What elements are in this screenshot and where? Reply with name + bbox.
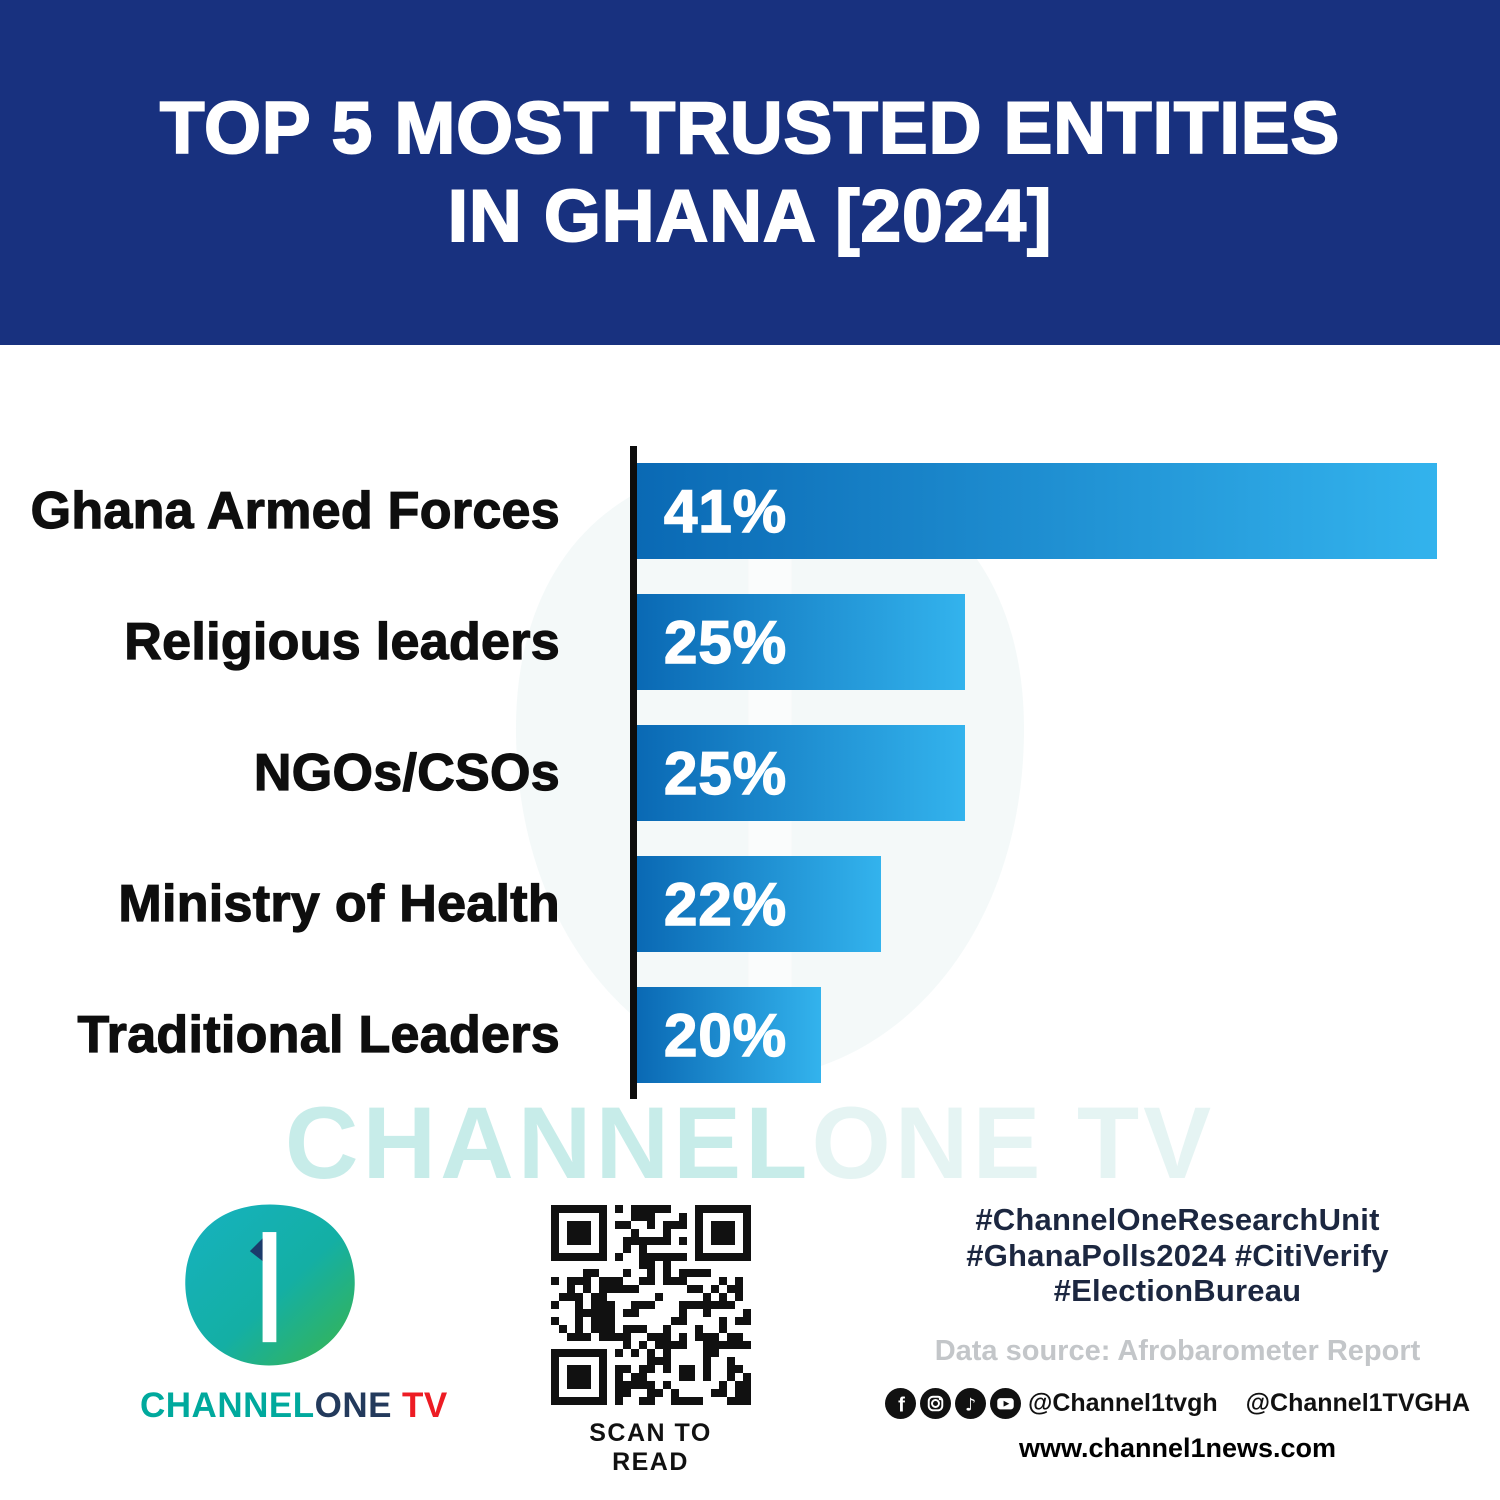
category-label: NGOs/CSOs xyxy=(253,743,560,802)
svg-text:f: f xyxy=(898,1394,905,1416)
bar-track: 41% xyxy=(637,463,1437,559)
chart-row: Ghana Armed Forces 41% xyxy=(0,463,1500,559)
value-label: 20% xyxy=(663,1001,788,1070)
qr-code-block: SCAN TO READ xyxy=(548,1205,753,1477)
qr-code xyxy=(550,1205,751,1405)
chart-row: Traditional Leaders 20% xyxy=(0,987,1500,1083)
bar-3: 22% xyxy=(637,856,881,952)
bar-1: 25% xyxy=(637,594,965,690)
bar-track: 20% xyxy=(637,987,1437,1083)
chart-row: Religious leaders 25% xyxy=(0,594,1500,690)
watermark-text-primary: CHANNEL xyxy=(284,1086,812,1200)
hashtags: #ChannelOneResearchUnit #GhanaPolls2024 … xyxy=(890,1202,1465,1309)
channel-one-logo-icon xyxy=(185,1204,355,1366)
hashtag-line-1: #ChannelOneResearchUnit xyxy=(975,1202,1380,1237)
facebook-icon: f xyxy=(884,1387,916,1419)
brand-wordmark: CHANNELONE TV xyxy=(140,1386,447,1426)
bar-track: 22% xyxy=(637,856,1437,952)
value-label: 25% xyxy=(663,739,788,808)
page-title: TOP 5 MOST TRUSTED ENTITIES IN GHANA [20… xyxy=(159,85,1341,260)
chart-axis xyxy=(630,446,637,1099)
title-line-2: IN GHANA [2024] xyxy=(447,175,1053,258)
qr-caption: SCAN TO READ xyxy=(589,1419,712,1476)
bar-4: 20% xyxy=(637,987,821,1083)
hashtag-line-2: #GhanaPolls2024 #CitiVerify xyxy=(966,1237,1389,1273)
category-label: Ghana Armed Forces xyxy=(30,481,560,540)
chart-rows: Ghana Armed Forces 41% Religious leaders 25… xyxy=(0,446,1500,1099)
social-handle-x: @Channel1TVGHA xyxy=(1245,1388,1471,1417)
category-label: Ministry of Health xyxy=(118,874,561,933)
category-label: Religious leaders xyxy=(124,612,561,671)
chart-row: Ministry of Health 22% xyxy=(0,856,1500,952)
bar-track: 25% xyxy=(637,725,1437,821)
brand-channel: CHANNEL xyxy=(140,1386,315,1425)
svg-text:♪: ♪ xyxy=(965,1395,976,1415)
header-banner: TOP 5 MOST TRUSTED ENTITIES IN GHANA [20… xyxy=(0,0,1500,345)
bar-chart: Ghana Armed Forces 41% Religious leaders 25… xyxy=(0,446,1500,1118)
footer: CHANNELONE TV SCAN TO READ #ChannelOneRes… xyxy=(0,1190,1500,1500)
data-source: Data source: Afrobarometer Report xyxy=(934,1334,1421,1367)
youtube-icon xyxy=(989,1387,1021,1419)
channel-one-logo: CHANNELONE TV xyxy=(140,1200,447,1426)
social-icon-group: f ♪ xyxy=(884,1387,1021,1419)
tiktok-icon: ♪ xyxy=(954,1387,986,1419)
value-label: 25% xyxy=(663,608,788,677)
brand-tv: TV xyxy=(401,1386,448,1425)
value-label: 22% xyxy=(663,870,788,939)
brand-one: ONE xyxy=(314,1386,392,1425)
social-row: f ♪ @Channel1tvgh X @Channel1TVGHA xyxy=(884,1387,1470,1419)
chart-row: NGOs/CSOs 25% xyxy=(0,725,1500,821)
brand-watermark: CHANNELONE TV xyxy=(0,1085,1500,1202)
watermark-text-secondary: ONE TV xyxy=(811,1086,1216,1200)
instagram-icon xyxy=(919,1387,951,1419)
website-url: www.channel1news.com xyxy=(1018,1432,1337,1463)
bar-track: 25% xyxy=(637,594,1437,690)
category-label: Traditional Leaders xyxy=(77,1005,560,1064)
value-label: 41% xyxy=(663,477,788,546)
social-handle-primary: @Channel1tvgh xyxy=(1027,1388,1218,1417)
footer-meta: #ChannelOneResearchUnit #GhanaPolls2024 … xyxy=(884,1202,1470,1464)
hashtag-line-3: #ElectionBureau xyxy=(1053,1273,1302,1309)
bar-2: 25% xyxy=(637,725,965,821)
bar-0: 41% xyxy=(637,463,1437,559)
title-line-1: TOP 5 MOST TRUSTED ENTITIES xyxy=(159,87,1341,170)
